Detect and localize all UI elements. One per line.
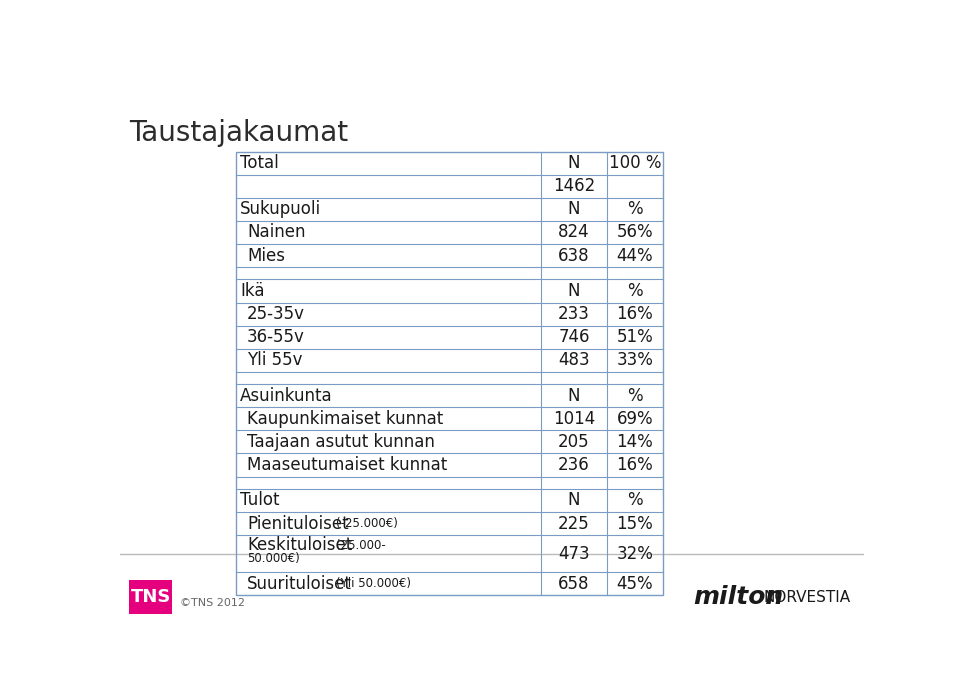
Text: Nainen: Nainen — [247, 224, 305, 241]
Text: 32%: 32% — [616, 545, 653, 563]
Text: 33%: 33% — [616, 352, 653, 369]
Text: Pienituloiset: Pienituloiset — [247, 514, 348, 533]
Text: TNS: TNS — [131, 588, 171, 606]
Text: Maaseutumaiset kunnat: Maaseutumaiset kunnat — [247, 456, 447, 474]
Text: N: N — [567, 201, 580, 218]
Text: Taustajakaumat: Taustajakaumat — [130, 119, 348, 147]
Text: 69%: 69% — [616, 410, 653, 428]
Text: 1462: 1462 — [553, 178, 595, 195]
Text: 16%: 16% — [616, 456, 653, 474]
Text: 56%: 56% — [616, 224, 653, 241]
Text: Yli 55v: Yli 55v — [247, 352, 302, 369]
Text: 1014: 1014 — [553, 410, 595, 428]
Text: (Yli 50.000€): (Yli 50.000€) — [336, 577, 412, 590]
Text: Ikä: Ikä — [240, 282, 265, 300]
Text: N: N — [567, 154, 580, 172]
Text: Taajaan asutut kunnan: Taajaan asutut kunnan — [247, 433, 435, 451]
Text: Sukupuoli: Sukupuoli — [240, 201, 322, 218]
Bar — [236, 152, 662, 595]
Text: NORVESTIA: NORVESTIA — [763, 589, 851, 605]
Text: 45%: 45% — [616, 575, 653, 593]
Text: 473: 473 — [559, 545, 589, 563]
Text: milton: milton — [693, 585, 783, 609]
Text: 824: 824 — [559, 224, 589, 241]
Text: %: % — [627, 491, 642, 510]
Text: 25-35v: 25-35v — [247, 305, 305, 323]
Text: N: N — [567, 491, 580, 510]
Text: 225: 225 — [558, 514, 590, 533]
Text: 236: 236 — [558, 456, 590, 474]
Text: ©TNS 2012: ©TNS 2012 — [180, 598, 245, 608]
Text: 746: 746 — [559, 329, 589, 346]
Text: 16%: 16% — [616, 305, 653, 323]
Text: Suurituloiset: Suurituloiset — [247, 575, 352, 593]
Text: N: N — [567, 282, 580, 300]
Text: %: % — [627, 387, 642, 405]
Text: Tulot: Tulot — [240, 491, 279, 510]
Text: Asuinkunta: Asuinkunta — [240, 387, 333, 405]
Text: (-25.000€): (-25.000€) — [336, 517, 398, 530]
Text: 51%: 51% — [616, 329, 653, 346]
Bar — [130, 579, 172, 614]
Text: 36-55v: 36-55v — [247, 329, 305, 346]
Text: N: N — [567, 387, 580, 405]
Text: 50.000€): 50.000€) — [247, 552, 300, 565]
Text: %: % — [627, 201, 642, 218]
Text: 14%: 14% — [616, 433, 653, 451]
Text: 658: 658 — [559, 575, 589, 593]
Text: 638: 638 — [559, 247, 589, 265]
Text: Kaupunkimaiset kunnat: Kaupunkimaiset kunnat — [247, 410, 444, 428]
Text: 15%: 15% — [616, 514, 653, 533]
Text: Total: Total — [240, 154, 278, 172]
Text: 233: 233 — [558, 305, 590, 323]
Text: 100 %: 100 % — [609, 154, 661, 172]
Text: 205: 205 — [559, 433, 589, 451]
Text: Mies: Mies — [247, 247, 285, 265]
Text: %: % — [627, 282, 642, 300]
Text: 483: 483 — [559, 352, 589, 369]
Text: Keskituloiset: Keskituloiset — [247, 536, 352, 554]
Text: 44%: 44% — [616, 247, 653, 265]
Text: (25.000-: (25.000- — [336, 539, 386, 552]
